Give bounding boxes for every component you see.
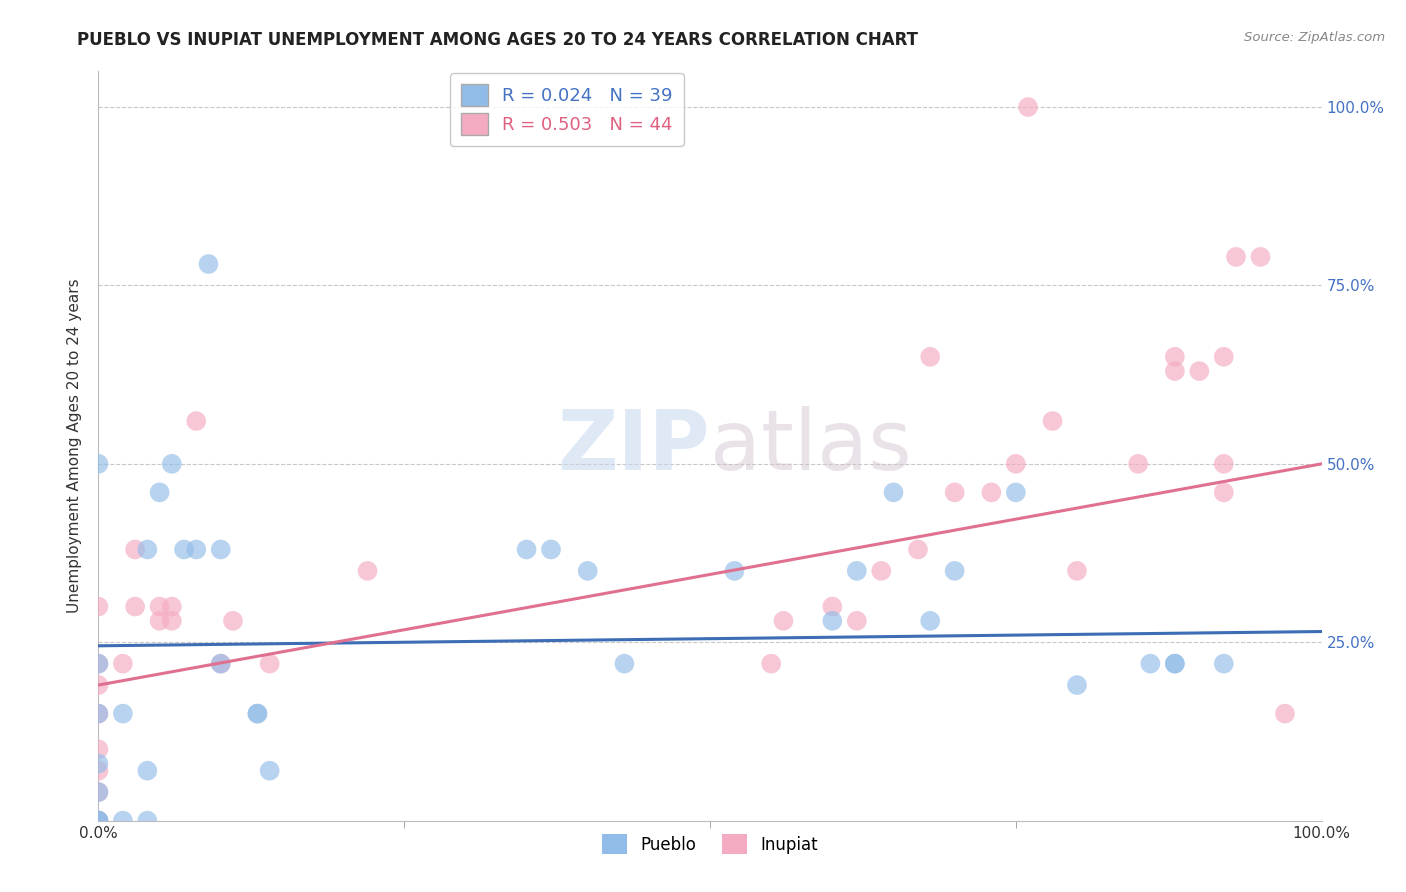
- Point: [149, 614, 172, 628]
- Point: [149, 599, 172, 614]
- Point: [136, 542, 159, 557]
- Text: ZIP: ZIP: [558, 406, 710, 486]
- Point: [356, 564, 378, 578]
- Point: [613, 657, 636, 671]
- Point: [222, 614, 245, 628]
- Point: [149, 485, 172, 500]
- Point: [845, 614, 868, 628]
- Point: [1004, 457, 1026, 471]
- Point: [980, 485, 1002, 500]
- Point: [1249, 250, 1271, 264]
- Point: [907, 542, 929, 557]
- Point: [1212, 457, 1234, 471]
- Point: [87, 814, 110, 828]
- Point: [173, 542, 195, 557]
- Point: [1212, 485, 1234, 500]
- Point: [821, 599, 844, 614]
- Point: [515, 542, 537, 557]
- Point: [124, 542, 146, 557]
- Point: [943, 564, 966, 578]
- Point: [1164, 364, 1187, 378]
- Point: [87, 706, 110, 721]
- Point: [576, 564, 599, 578]
- Point: [186, 414, 208, 428]
- Point: [87, 814, 110, 828]
- Point: [1004, 485, 1026, 500]
- Point: [246, 706, 269, 721]
- Point: [111, 657, 134, 671]
- Point: [1017, 100, 1039, 114]
- Text: Source: ZipAtlas.com: Source: ZipAtlas.com: [1244, 31, 1385, 45]
- Point: [870, 564, 893, 578]
- Point: [1188, 364, 1211, 378]
- Point: [87, 599, 110, 614]
- Point: [772, 614, 794, 628]
- Point: [124, 599, 146, 614]
- Point: [87, 814, 110, 828]
- Point: [160, 614, 183, 628]
- Point: [136, 764, 159, 778]
- Legend: Pueblo, Inupiat: Pueblo, Inupiat: [596, 828, 824, 861]
- Point: [160, 599, 183, 614]
- Point: [1139, 657, 1161, 671]
- Point: [1225, 250, 1247, 264]
- Point: [209, 657, 232, 671]
- Point: [209, 657, 232, 671]
- Point: [1042, 414, 1064, 428]
- Point: [87, 785, 110, 799]
- Point: [920, 350, 942, 364]
- Point: [87, 785, 110, 799]
- Point: [87, 756, 110, 771]
- Point: [246, 706, 269, 721]
- Point: [87, 814, 110, 828]
- Y-axis label: Unemployment Among Ages 20 to 24 years: Unemployment Among Ages 20 to 24 years: [67, 278, 83, 614]
- Point: [186, 542, 208, 557]
- Point: [197, 257, 219, 271]
- Point: [209, 542, 232, 557]
- Point: [943, 485, 966, 500]
- Point: [111, 814, 134, 828]
- Point: [87, 657, 110, 671]
- Text: atlas: atlas: [710, 406, 911, 486]
- Point: [1164, 350, 1187, 364]
- Point: [87, 764, 110, 778]
- Point: [87, 657, 110, 671]
- Point: [540, 542, 562, 557]
- Point: [1212, 350, 1234, 364]
- Point: [1212, 657, 1234, 671]
- Point: [259, 657, 281, 671]
- Point: [920, 614, 942, 628]
- Point: [136, 814, 159, 828]
- Point: [1164, 657, 1187, 671]
- Point: [259, 764, 281, 778]
- Point: [723, 564, 745, 578]
- Point: [1066, 564, 1088, 578]
- Point: [87, 814, 110, 828]
- Text: PUEBLO VS INUPIAT UNEMPLOYMENT AMONG AGES 20 TO 24 YEARS CORRELATION CHART: PUEBLO VS INUPIAT UNEMPLOYMENT AMONG AGE…: [77, 31, 918, 49]
- Point: [87, 678, 110, 692]
- Point: [1164, 657, 1187, 671]
- Point: [87, 742, 110, 756]
- Point: [87, 706, 110, 721]
- Point: [845, 564, 868, 578]
- Point: [160, 457, 183, 471]
- Point: [821, 614, 844, 628]
- Point: [87, 457, 110, 471]
- Point: [883, 485, 905, 500]
- Point: [1066, 678, 1088, 692]
- Point: [761, 657, 783, 671]
- Point: [1128, 457, 1150, 471]
- Point: [1274, 706, 1296, 721]
- Point: [111, 706, 134, 721]
